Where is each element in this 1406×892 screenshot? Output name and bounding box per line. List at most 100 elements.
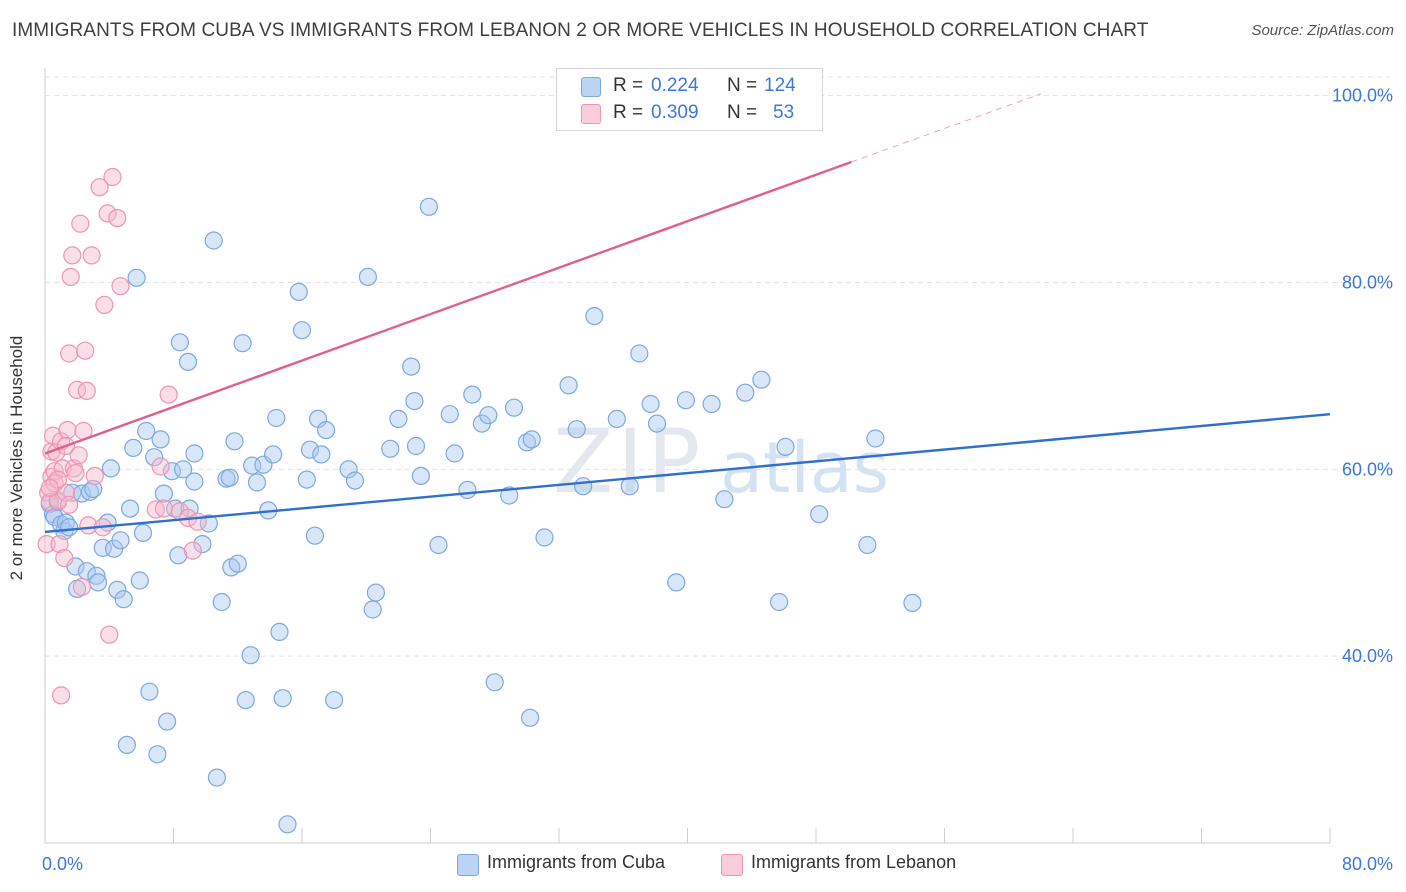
data-point	[117, 735, 137, 755]
data-point	[145, 448, 164, 467]
data-point	[620, 477, 639, 496]
data-point	[517, 433, 537, 452]
y-tick-label: 60.0%	[1342, 459, 1393, 479]
stats-r-label: R =	[613, 75, 644, 96]
data-point	[151, 430, 170, 449]
data-point	[87, 566, 106, 585]
data-point	[520, 708, 540, 727]
data-point	[312, 445, 331, 464]
data-point	[305, 526, 324, 545]
data-point	[72, 577, 92, 597]
data-point	[752, 370, 771, 389]
data-point	[463, 385, 482, 404]
stats-r-value: 0.309	[651, 102, 699, 123]
data-point	[289, 282, 308, 301]
data-point	[445, 444, 464, 463]
data-point	[325, 690, 344, 710]
stats-r-label: R =	[613, 102, 644, 123]
data-point	[267, 408, 286, 428]
y-tick-label: 40.0%	[1342, 646, 1393, 666]
legend-label-cuba: Immigrants from Cuba	[487, 852, 666, 872]
data-point	[37, 534, 56, 554]
data-point	[50, 534, 69, 554]
data-point	[185, 472, 204, 491]
data-point	[297, 470, 316, 489]
data-point	[317, 421, 336, 440]
data-point	[630, 344, 649, 363]
data-point	[270, 622, 289, 642]
trend-line-cuba	[44, 413, 1331, 534]
trend-line-lebanon	[44, 160, 852, 455]
data-point	[776, 437, 795, 456]
stats-n-label: N =	[727, 102, 758, 123]
data-point	[573, 477, 593, 496]
data-point	[108, 580, 127, 599]
data-point	[183, 541, 202, 560]
data-point	[154, 484, 173, 503]
data-point	[207, 768, 226, 787]
stats-n-label: N =	[727, 75, 758, 96]
stats-swatch-cuba	[581, 77, 601, 97]
data-point	[363, 600, 382, 619]
data-point	[174, 460, 193, 479]
data-point	[225, 432, 244, 451]
chart-title: IMMIGRANTS FROM CUBA VS IMMIGRANTS FROM …	[12, 20, 1149, 41]
data-point	[500, 486, 519, 505]
data-point	[585, 307, 604, 326]
data-point	[148, 745, 167, 764]
data-point	[567, 420, 586, 439]
data-point	[158, 712, 177, 731]
data-point	[108, 209, 127, 228]
data-point	[247, 473, 267, 492]
legend-label-lebanon: Immigrants from Lebanon	[751, 852, 957, 872]
data-point	[866, 429, 885, 448]
data-point	[736, 383, 755, 402]
x-ticks	[44, 828, 1331, 843]
trend-line-extension-lebanon	[851, 93, 1042, 163]
data-point	[667, 573, 686, 592]
stats-r-value: 0.224	[651, 75, 699, 96]
data-point	[185, 444, 204, 463]
data-point	[127, 268, 146, 287]
data-point	[66, 464, 85, 483]
data-point	[40, 478, 59, 498]
data-point	[114, 590, 133, 609]
data-point	[71, 214, 90, 233]
stats-n-value: 124	[764, 75, 796, 96]
data-point	[647, 414, 667, 433]
data-point	[358, 267, 377, 286]
data-point	[59, 495, 79, 514]
data-point	[233, 334, 252, 353]
data-point	[607, 409, 626, 428]
data-point	[84, 479, 103, 499]
y-tick-label: 80.0%	[1342, 273, 1393, 293]
data-point	[273, 689, 292, 708]
watermark-zip: ZIP	[553, 410, 704, 513]
data-point	[90, 178, 109, 197]
data-point	[140, 682, 159, 701]
data-point	[381, 439, 400, 458]
data-point	[199, 514, 218, 533]
data-point	[61, 267, 80, 286]
data-point	[522, 430, 541, 449]
data-point	[76, 341, 95, 360]
data-point	[440, 405, 459, 424]
data-point	[159, 385, 178, 404]
legend-swatch-lebanon	[721, 854, 743, 876]
data-point	[170, 333, 189, 352]
data-point	[59, 344, 79, 363]
data-point	[212, 592, 231, 612]
data-point	[51, 686, 71, 705]
data-point	[241, 646, 260, 665]
data-point	[101, 459, 121, 478]
data-point	[810, 505, 829, 524]
data-point	[389, 409, 408, 428]
data-point	[121, 499, 140, 518]
data-point	[292, 321, 312, 340]
data-point	[151, 457, 170, 476]
grid-lines	[45, 76, 1390, 657]
data-point	[95, 295, 114, 314]
data-point	[82, 246, 101, 265]
data-point	[405, 392, 424, 411]
